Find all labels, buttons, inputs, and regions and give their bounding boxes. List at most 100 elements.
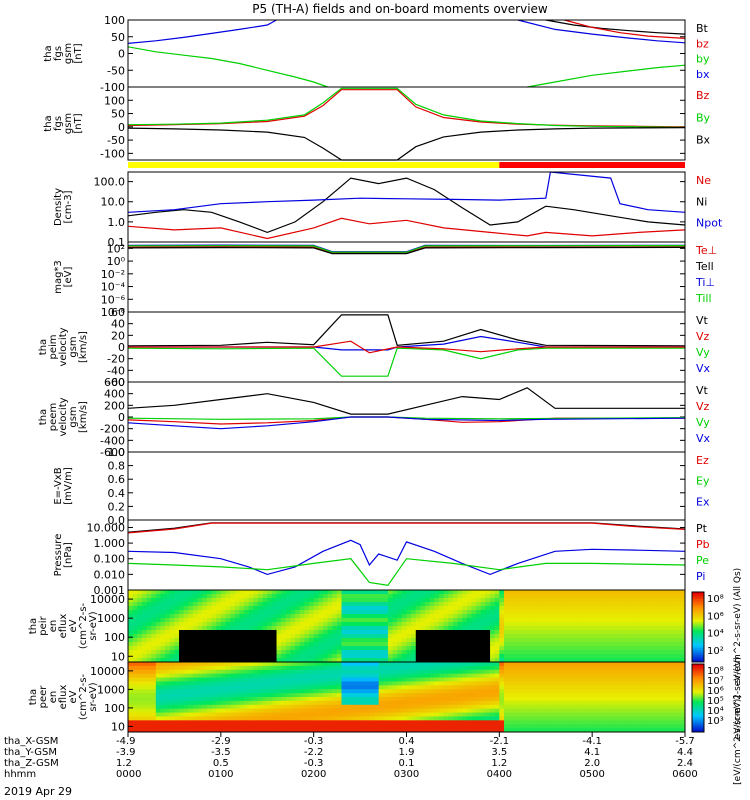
spectrogram-cell [425, 665, 431, 671]
spectrogram-cell [346, 708, 352, 713]
series-line-Bx [127, 127, 686, 161]
spectrogram-cell [508, 626, 514, 631]
spectrogram-cell [499, 720, 505, 725]
spectrogram-cell [248, 689, 254, 694]
spectrogram-cell [596, 614, 602, 619]
spectrogram-cell [341, 673, 347, 678]
spectrogram-cell [369, 626, 375, 631]
spectrogram-cell [536, 630, 542, 635]
spectrogram-cell [397, 598, 403, 603]
spectrogram-cell [606, 716, 612, 721]
spectrogram-cell [401, 614, 407, 619]
spectrogram-cell [452, 662, 458, 667]
spectrogram-cell [624, 602, 630, 607]
spectrogram-cell [587, 720, 593, 725]
spectrogram-cell [638, 728, 644, 733]
spectrogram-cell [411, 669, 417, 675]
spectrogram-cell [128, 614, 134, 619]
spectrogram-cell [318, 654, 324, 659]
spectrogram-cell [151, 708, 157, 713]
spectrogram-cell [299, 665, 305, 671]
spectrogram-cell [582, 681, 588, 686]
spectrogram-cell [601, 728, 607, 733]
spectrogram-cell [132, 728, 138, 733]
spectrogram-cell [559, 708, 565, 713]
spectrogram-cell [336, 598, 342, 603]
y-axis-label-line: velocity [58, 397, 69, 436]
spectrogram-cell [197, 594, 203, 599]
spectrogram-cell [350, 681, 356, 686]
spectrogram-cell [666, 693, 672, 698]
spectrogram-cell [555, 658, 561, 663]
spectrogram-cell [211, 728, 217, 733]
spectrogram-cell [452, 669, 458, 675]
spectrogram-cell [633, 669, 639, 675]
spectrogram-cell [415, 724, 421, 729]
spectrogram-cell [267, 606, 273, 611]
spectrogram-cell [480, 700, 486, 706]
spectrogram-cell [527, 697, 533, 702]
spectrogram-cell [197, 704, 203, 710]
spectrogram-cell [318, 685, 324, 690]
spectrogram-cell [281, 697, 287, 702]
legend-entry: Pe [696, 554, 709, 567]
spectrogram-cell [364, 654, 370, 659]
spectrogram-cell [234, 642, 240, 647]
spectrogram-cell [378, 626, 384, 631]
spectrogram-cell [652, 646, 658, 651]
spectrogram-cell [471, 626, 477, 631]
spectrogram-cell [304, 689, 310, 694]
spectrogram-cell [304, 594, 310, 599]
spectrogram-cell [545, 658, 551, 663]
spectrogram-cell [369, 665, 375, 671]
spectrogram-cell [276, 630, 282, 635]
spectrogram-cell [369, 594, 375, 599]
spectrogram-cell [267, 708, 273, 713]
spectrogram-cell [536, 658, 542, 663]
spectrogram-cell [341, 618, 347, 623]
spectrogram-cell [448, 712, 454, 717]
spectrogram-cell [531, 610, 537, 615]
spectrogram-cell [629, 638, 635, 643]
spectrogram-cell [401, 606, 407, 611]
spectrogram-cell [494, 590, 500, 595]
spectrogram-cell [527, 669, 533, 675]
spectrogram-cell [401, 728, 407, 733]
spectrogram-cell [290, 689, 296, 694]
spectrogram-cell [146, 602, 152, 607]
spectrogram-cell [522, 622, 528, 627]
spectrogram-cell [169, 614, 175, 619]
spectrogram-cell [146, 712, 152, 717]
spectrogram-cell [374, 594, 380, 599]
spectrogram-cell [299, 602, 305, 607]
spectrogram-cell [290, 677, 296, 682]
spectrogram-cell [188, 669, 194, 675]
spectrogram-cell [179, 728, 185, 733]
spectrogram-cell [169, 590, 175, 595]
spectrogram-cell [517, 626, 523, 631]
spectrogram-cell [503, 728, 510, 733]
spectrogram-cell [299, 594, 305, 599]
spectrogram-cell [671, 590, 677, 595]
spectrogram-cell [508, 712, 514, 717]
spectrogram-cell [397, 673, 403, 678]
spectrogram-cell [680, 689, 686, 694]
spectrogram-cell [174, 594, 180, 599]
spectrogram-cell [647, 618, 653, 623]
spectrogram-cell [675, 622, 681, 627]
spectrogram-cell [531, 673, 537, 678]
colorbar-cell [692, 646, 704, 649]
y-tick-label: 10 [111, 720, 125, 733]
spectrogram-cell [434, 681, 440, 686]
spectrogram-cell [146, 642, 152, 647]
spectrogram-cell [322, 638, 328, 643]
spectrogram-cell [174, 716, 180, 721]
spectrogram-cell [179, 665, 185, 671]
spectrogram-cell [462, 662, 468, 667]
spectrogram-cell [244, 697, 250, 702]
spectrogram-cell [392, 720, 398, 725]
spectrogram-cell [132, 669, 138, 675]
spectrogram-cell [128, 590, 134, 595]
spectrogram-cell [174, 662, 180, 667]
spectrogram-cell [295, 594, 301, 599]
